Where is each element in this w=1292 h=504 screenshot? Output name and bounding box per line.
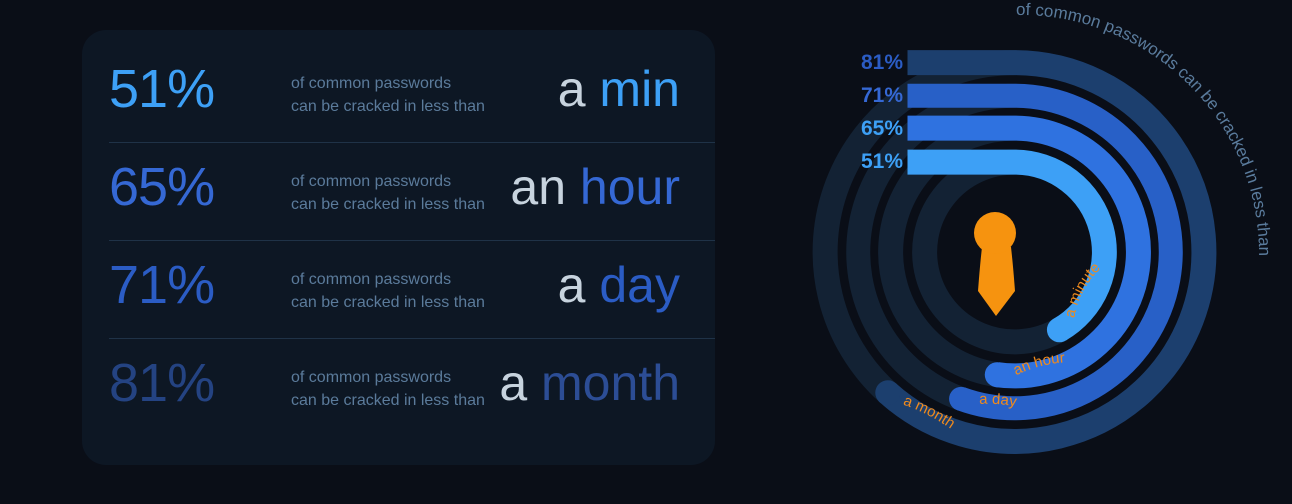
svg-text:51%: 51%: [861, 150, 903, 173]
svg-text:81%: 81%: [861, 51, 903, 74]
svg-text:65%: 65%: [861, 117, 903, 140]
svg-text:71%: 71%: [861, 84, 903, 107]
svg-text:a day: a day: [979, 391, 1018, 411]
